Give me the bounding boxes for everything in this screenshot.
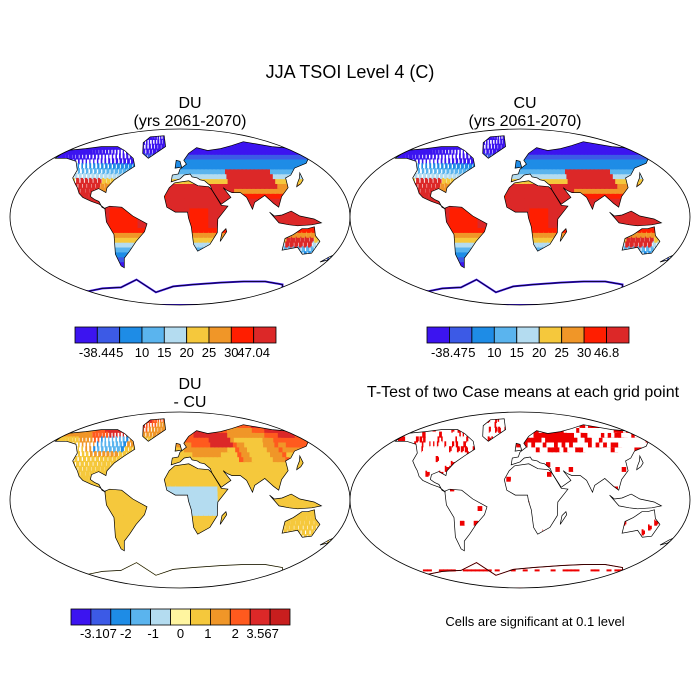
grid-cell — [80, 153, 83, 159]
grid-cell — [279, 139, 294, 145]
grid-cell — [289, 144, 302, 150]
grid-cell — [260, 134, 275, 140]
grid-cell — [87, 153, 89, 159]
grid-cell — [262, 134, 277, 140]
grid-cell — [83, 153, 86, 159]
grid-cell — [328, 261, 330, 267]
grid-cell — [90, 153, 92, 159]
grid-cell — [265, 134, 281, 140]
grid-cell — [323, 266, 325, 272]
grid-cell — [106, 149, 108, 155]
grid-cell — [109, 149, 111, 155]
grid-cell — [267, 134, 283, 140]
grid-cell — [298, 149, 310, 155]
grid-cell — [298, 149, 310, 155]
grid-cell — [318, 271, 321, 277]
map-du — [10, 129, 351, 305]
grid-cell — [265, 134, 281, 140]
grid-cell — [276, 139, 290, 145]
grid-cell — [279, 139, 294, 145]
grid-cell — [267, 134, 283, 140]
grid-cell — [314, 271, 317, 277]
grid-cell — [260, 134, 275, 140]
grid-cell — [318, 271, 321, 277]
grid-cell — [323, 266, 325, 272]
grid-cell — [262, 134, 277, 140]
grid-cell — [289, 144, 302, 150]
grid-cell — [276, 139, 290, 145]
grid-cell — [314, 271, 317, 277]
grid-cell — [328, 261, 330, 267]
